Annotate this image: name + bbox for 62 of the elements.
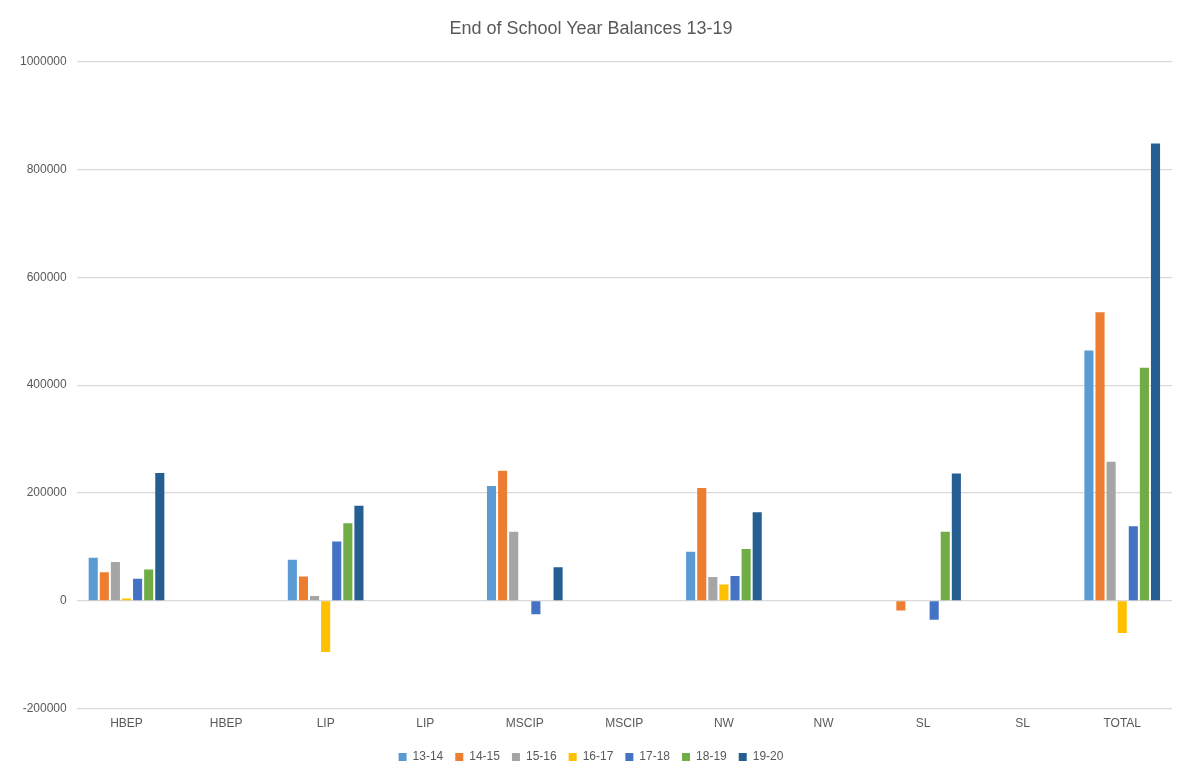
bar — [1117, 601, 1127, 634]
bar — [298, 576, 308, 601]
bar — [1084, 350, 1094, 601]
bar — [144, 569, 154, 601]
bar — [940, 531, 950, 601]
y-tick-label: 200000 — [26, 485, 68, 500]
y-tick-label: 800000 — [26, 161, 68, 176]
bar — [708, 577, 718, 601]
bar — [1095, 312, 1105, 601]
bar — [332, 541, 342, 601]
bar — [929, 601, 939, 620]
legend-label: 15-16 — [525, 749, 557, 764]
bar — [310, 595, 320, 601]
x-tick-label: NW — [813, 716, 835, 731]
x-tick-label: NW — [713, 716, 735, 731]
bar — [287, 559, 297, 601]
bar — [553, 567, 563, 601]
bar — [896, 601, 906, 611]
chart-title: End of School Year Balances 13-19 — [449, 17, 733, 38]
y-tick-label: 0 — [60, 593, 68, 608]
x-tick-label: TOTAL — [1103, 716, 1142, 731]
legend-label: 16-17 — [582, 749, 614, 764]
bar — [531, 601, 541, 615]
y-tick-label: 1000000 — [20, 53, 68, 68]
legend-label: 19-20 — [752, 749, 784, 764]
y-tick-label: -200000 — [22, 700, 68, 715]
y-tick-label: 600000 — [26, 269, 68, 284]
bar — [1128, 526, 1138, 601]
bar — [741, 549, 751, 601]
bar — [951, 473, 961, 601]
bar — [1150, 143, 1161, 601]
bar — [697, 488, 707, 601]
legend-label: 18-19 — [696, 749, 728, 764]
x-tick-label: HBEP — [110, 716, 143, 731]
y-tick-label: 400000 — [26, 377, 68, 392]
bar — [88, 557, 98, 601]
x-tick-label: MSCIP — [605, 716, 644, 731]
bar — [730, 575, 740, 601]
bar — [498, 470, 508, 601]
bar — [719, 584, 729, 601]
bar — [354, 505, 364, 601]
bar — [133, 578, 143, 601]
x-tick-label: HBEP — [209, 716, 243, 731]
bar — [752, 512, 762, 601]
bar — [155, 472, 165, 601]
bar — [509, 531, 519, 601]
bar — [110, 561, 120, 601]
bar — [99, 572, 109, 601]
x-tick-label: SL — [1015, 716, 1031, 731]
legend-label: 13-14 — [412, 749, 444, 764]
bar — [1139, 367, 1149, 601]
bar — [486, 485, 497, 601]
x-tick-label: LIP — [416, 716, 435, 731]
x-tick-label: MSCIP — [505, 716, 544, 731]
bar — [686, 551, 696, 601]
bar — [343, 523, 353, 601]
bar — [1106, 461, 1116, 601]
bar — [321, 601, 331, 652]
legend-label: 17-18 — [639, 749, 671, 764]
x-tick-label: LIP — [316, 716, 335, 731]
legend-label: 14-15 — [469, 749, 501, 764]
x-tick-label: SL — [915, 716, 931, 731]
